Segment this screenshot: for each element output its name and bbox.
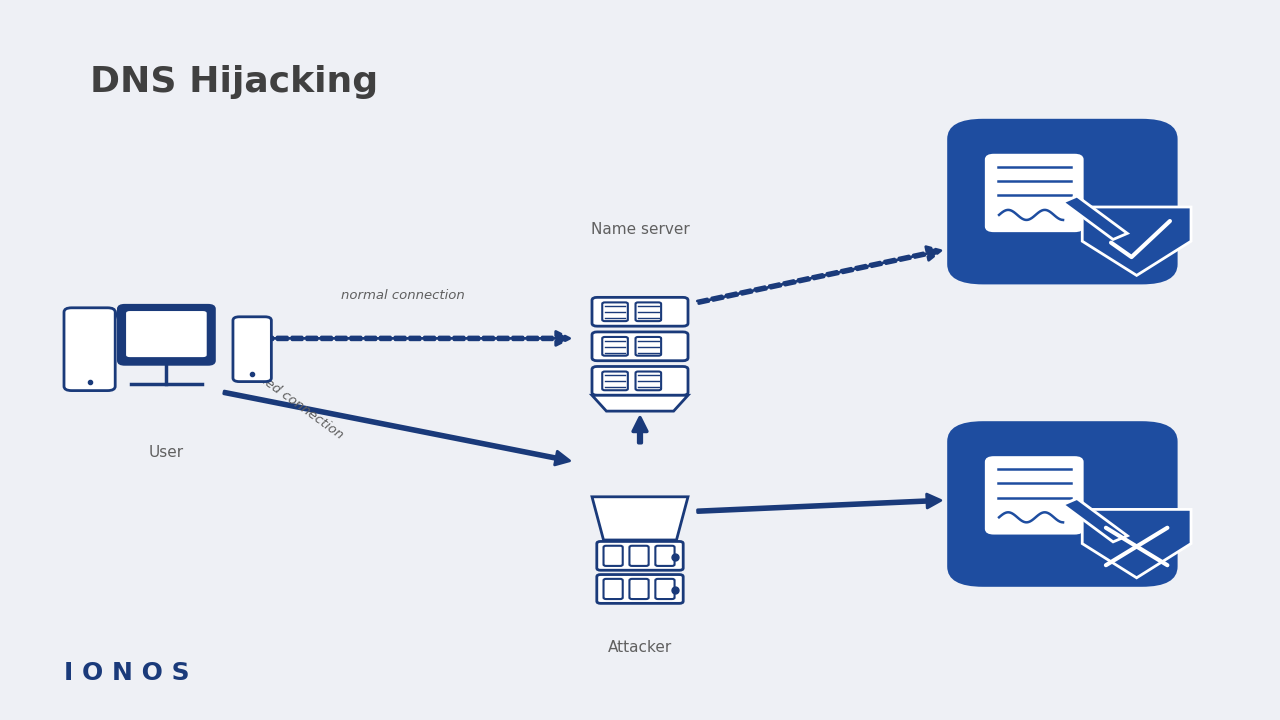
Text: normal connection: normal connection bbox=[342, 289, 465, 302]
FancyBboxPatch shape bbox=[119, 305, 214, 364]
Polygon shape bbox=[591, 497, 689, 540]
FancyArrowPatch shape bbox=[224, 391, 570, 465]
FancyBboxPatch shape bbox=[636, 372, 662, 390]
FancyBboxPatch shape bbox=[596, 541, 684, 570]
FancyBboxPatch shape bbox=[596, 575, 684, 603]
FancyBboxPatch shape bbox=[987, 156, 1082, 231]
FancyBboxPatch shape bbox=[636, 302, 662, 321]
FancyBboxPatch shape bbox=[603, 337, 628, 356]
Polygon shape bbox=[1062, 498, 1128, 542]
FancyBboxPatch shape bbox=[591, 332, 689, 361]
FancyBboxPatch shape bbox=[604, 579, 623, 599]
FancyBboxPatch shape bbox=[603, 372, 628, 390]
FancyBboxPatch shape bbox=[630, 579, 649, 599]
FancyBboxPatch shape bbox=[591, 366, 689, 395]
Polygon shape bbox=[1083, 510, 1190, 577]
Text: DNS Hijacking: DNS Hijacking bbox=[90, 65, 378, 99]
FancyBboxPatch shape bbox=[655, 546, 675, 566]
Text: Attacker: Attacker bbox=[608, 639, 672, 654]
FancyArrowPatch shape bbox=[698, 494, 941, 513]
FancyBboxPatch shape bbox=[655, 579, 675, 599]
Text: Name server: Name server bbox=[590, 222, 690, 237]
Text: User: User bbox=[148, 445, 184, 460]
FancyBboxPatch shape bbox=[630, 546, 649, 566]
Polygon shape bbox=[1083, 207, 1190, 276]
FancyBboxPatch shape bbox=[591, 297, 689, 326]
Text: I O N O S: I O N O S bbox=[64, 661, 189, 685]
FancyBboxPatch shape bbox=[604, 546, 623, 566]
FancyBboxPatch shape bbox=[603, 302, 628, 321]
FancyBboxPatch shape bbox=[64, 308, 115, 390]
Polygon shape bbox=[591, 395, 689, 411]
FancyBboxPatch shape bbox=[987, 458, 1082, 533]
FancyBboxPatch shape bbox=[233, 317, 271, 382]
FancyBboxPatch shape bbox=[947, 421, 1178, 587]
FancyBboxPatch shape bbox=[127, 311, 207, 357]
FancyArrowPatch shape bbox=[634, 418, 646, 443]
FancyBboxPatch shape bbox=[636, 337, 662, 356]
FancyArrowPatch shape bbox=[698, 247, 941, 304]
FancyBboxPatch shape bbox=[947, 119, 1178, 284]
Text: hijacked connection: hijacked connection bbox=[230, 354, 346, 442]
FancyArrowPatch shape bbox=[262, 331, 570, 346]
Polygon shape bbox=[1062, 196, 1128, 240]
